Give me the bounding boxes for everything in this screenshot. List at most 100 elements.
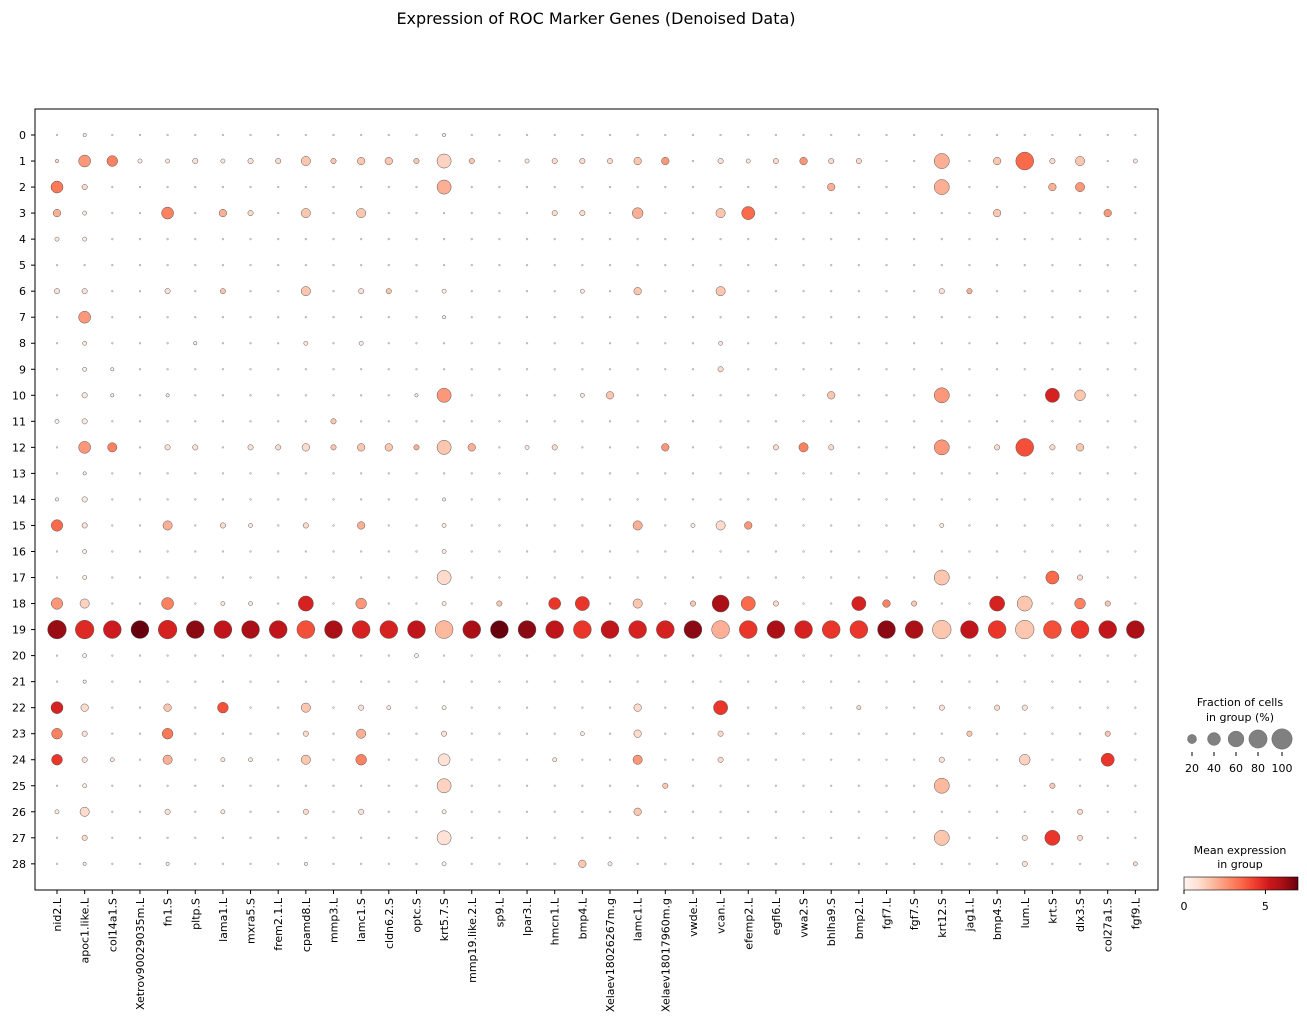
dot (193, 341, 198, 346)
dot-background (830, 316, 833, 319)
dot-background (387, 264, 390, 267)
y-tick-label: 0 (19, 129, 26, 142)
dot-background (138, 706, 142, 709)
dot-background (747, 316, 750, 319)
dot-background (691, 836, 694, 839)
dot-background (996, 654, 999, 657)
dot-background (830, 706, 833, 709)
dot (580, 392, 585, 398)
dot-background (885, 550, 888, 553)
dot-background (1134, 133, 1137, 137)
dot (632, 207, 644, 219)
dot (436, 778, 452, 794)
dot (82, 783, 87, 789)
dot-background (1106, 654, 1109, 657)
dot-background (940, 368, 943, 371)
dot-background (1079, 862, 1082, 865)
dot (106, 155, 118, 167)
dot-background (332, 238, 335, 241)
dot (828, 444, 835, 451)
dot-background (857, 186, 860, 189)
dot-background (277, 368, 280, 371)
dot-background (1023, 420, 1026, 423)
dot-background (830, 264, 833, 267)
dot-background (1106, 420, 1109, 423)
dot-background (498, 758, 501, 761)
dot (690, 523, 696, 528)
dot-background (1134, 394, 1137, 397)
dot-background (747, 342, 750, 345)
dot-background (249, 550, 252, 553)
dot-background (249, 654, 252, 657)
dot-background (747, 368, 750, 371)
dot-background (913, 862, 916, 865)
dot-background (774, 368, 777, 371)
dot-background (304, 654, 307, 657)
dot-background (719, 238, 722, 241)
dot-background (691, 550, 694, 553)
dot-background (636, 654, 639, 657)
dot (711, 620, 730, 639)
dot-background (996, 368, 999, 371)
dot-background (525, 394, 529, 397)
dot-background (55, 576, 59, 579)
dot-background (249, 238, 252, 241)
dot-background (747, 862, 750, 865)
dot-background (802, 186, 805, 189)
dot-background (277, 238, 280, 241)
dot (298, 595, 314, 612)
dot-background (277, 212, 280, 215)
dot-background (774, 654, 777, 657)
color-legend-title-line2: in group (1217, 858, 1262, 871)
dot-background (332, 368, 335, 371)
dot (130, 620, 150, 639)
dot-background (1051, 264, 1054, 267)
dot-background (553, 316, 556, 319)
dot-background (277, 186, 280, 189)
dot-background (968, 264, 971, 267)
dot-background (747, 836, 750, 839)
dot (162, 754, 173, 765)
dot-background (608, 472, 612, 475)
dot-background (553, 368, 556, 371)
dot-background (885, 368, 888, 371)
dot-background (664, 862, 667, 865)
dot-background (387, 420, 390, 423)
dot-background (332, 342, 335, 345)
dot-background (913, 133, 916, 137)
dot-background (1051, 654, 1054, 657)
dot-background (138, 186, 142, 189)
dot (851, 596, 867, 611)
dot (605, 391, 615, 400)
dot-background (498, 654, 501, 657)
dot-background (968, 810, 971, 813)
dot-background (138, 498, 142, 501)
dot (330, 444, 337, 451)
dot-background (968, 498, 971, 501)
dot (1104, 730, 1111, 737)
dot-background (636, 264, 639, 267)
y-tick-label: 13 (12, 467, 26, 480)
dot-background (138, 290, 142, 293)
dot-background (415, 602, 418, 605)
dot-background (1051, 862, 1054, 865)
dot-background (802, 420, 805, 423)
dot-background (747, 654, 750, 657)
dot-background (830, 238, 833, 241)
dot-background (470, 810, 473, 813)
dot-background (1106, 342, 1109, 345)
dot-layer (47, 133, 1145, 868)
dot-background (581, 784, 584, 787)
dot (81, 756, 88, 763)
dot (161, 206, 174, 220)
dot-background (608, 732, 612, 735)
dot-background (968, 758, 971, 761)
dot-background (498, 498, 501, 501)
dot-background (913, 836, 916, 839)
dot (772, 444, 779, 451)
dot-background (360, 836, 363, 839)
dot-background (221, 368, 224, 371)
dot-background (1079, 550, 1082, 553)
dot-background (553, 784, 556, 787)
dot (357, 521, 366, 530)
